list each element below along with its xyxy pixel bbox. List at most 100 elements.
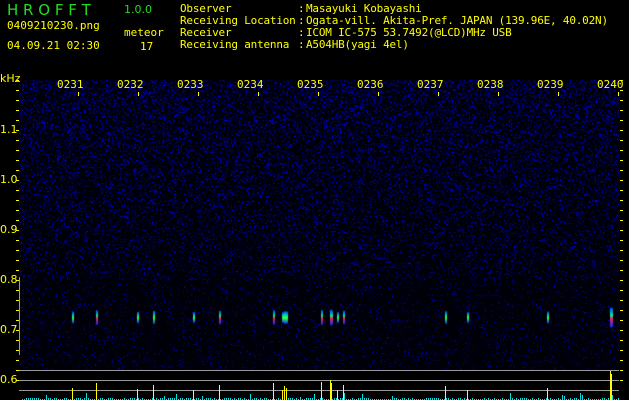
baseline-bar	[170, 398, 171, 400]
y-tick-label: 0.7	[0, 323, 18, 336]
baseline-bar	[278, 398, 279, 400]
baseline-bar	[464, 398, 465, 400]
baseline-bar	[292, 398, 293, 400]
y-tick-right	[620, 340, 623, 341]
baseline-bar	[502, 398, 503, 400]
spectrogram	[19, 80, 619, 370]
baseline-bar	[80, 398, 81, 400]
x-tick	[618, 92, 619, 96]
baseline-bar	[130, 398, 131, 400]
x-tick	[558, 92, 559, 96]
y-tick-right	[620, 380, 623, 381]
y-tick-right	[620, 210, 623, 211]
baseline-bar	[392, 396, 393, 400]
baseline-bar	[26, 398, 27, 400]
y-tick	[16, 280, 19, 281]
x-tick-label: 0231	[57, 78, 84, 91]
x-tick	[318, 92, 319, 96]
baseline-bar	[54, 398, 55, 400]
y-tick	[16, 310, 19, 311]
y-tick-label: 1.1	[0, 123, 18, 136]
baseline-bar	[448, 398, 449, 400]
baseline-bar	[334, 398, 335, 400]
baseline-bar	[358, 398, 359, 400]
y-tick-right	[620, 270, 623, 271]
x-tick-label: 0240	[597, 78, 624, 91]
y-tick-right	[620, 100, 623, 101]
baseline-bar	[254, 398, 255, 400]
baseline-bar	[78, 398, 79, 400]
y-tick-right	[620, 330, 623, 331]
baseline-bar	[266, 398, 267, 400]
y-tick-right	[620, 370, 623, 371]
y-tick-right	[620, 300, 623, 301]
baseline-bar	[336, 398, 337, 400]
baseline-bar	[214, 398, 215, 400]
station-info: Observer: Masayuki Kobayashi Receiving Loc…	[180, 2, 608, 51]
y-tick	[16, 200, 19, 201]
info-key: Receiving Location	[180, 14, 296, 27]
baseline-bar	[174, 398, 175, 400]
baseline-bar	[198, 398, 199, 400]
y-tick	[16, 330, 19, 331]
baseline-bar	[190, 398, 191, 400]
app-title: H R O F F T	[7, 1, 91, 19]
y-tick	[16, 210, 19, 211]
baseline-bar	[102, 398, 103, 400]
y-tick	[16, 300, 19, 301]
info-value: A504HB(yagi 4el)	[306, 38, 409, 51]
y-tick-right	[620, 140, 623, 141]
baseline-bar	[512, 398, 513, 400]
baseline-bar	[290, 398, 291, 400]
baseline-bar	[396, 398, 397, 400]
baseline-bar	[256, 398, 257, 400]
echo-level-bar	[610, 371, 611, 400]
echo-level-bar	[611, 374, 612, 400]
baseline-bar	[314, 394, 315, 400]
baseline-bar	[320, 398, 321, 400]
baseline-bar	[340, 398, 341, 400]
baseline-bar	[32, 398, 33, 400]
y-tick	[16, 120, 19, 121]
x-tick	[138, 92, 139, 96]
y-tick-right	[620, 280, 623, 281]
y-tick-right	[620, 190, 623, 191]
baseline-bar	[112, 398, 113, 400]
baseline-bar	[196, 398, 197, 400]
baseline-bar	[36, 398, 37, 400]
x-tick-label: 0234	[237, 78, 264, 91]
baseline-bar	[142, 398, 143, 400]
baseline-bar	[206, 398, 207, 400]
baseline-bar	[434, 398, 435, 400]
baseline-bar	[404, 398, 405, 400]
y-tick-right	[620, 220, 623, 221]
baseline-bar	[300, 397, 301, 400]
baseline-bar	[344, 393, 345, 400]
baseline-bar	[604, 398, 605, 400]
info-key: Receiver	[180, 26, 232, 39]
y-tick	[16, 320, 19, 321]
baseline-bar	[234, 398, 235, 400]
info-value: ICOM IC-575 53.7492(@LCD)MHz USB	[306, 26, 512, 39]
x-tick-label: 0237	[417, 78, 444, 91]
datetime: 04.09.21 02:30	[7, 39, 100, 52]
axis-line	[19, 277, 20, 355]
info-value: Ogata-vill. Akita-Pref. JAPAN (139.96E, …	[306, 14, 608, 27]
baseline-bar	[84, 398, 85, 400]
baseline-bar	[452, 398, 453, 400]
baseline-bar	[432, 398, 433, 400]
baseline-bar	[608, 398, 609, 400]
baseline-bar	[124, 398, 125, 400]
y-tick-right	[620, 180, 623, 181]
y-tick-right	[620, 150, 623, 151]
y-tick-right	[620, 290, 623, 291]
y-tick	[16, 90, 19, 91]
y-tick-label: 0.9	[0, 223, 18, 236]
y-tick	[16, 150, 19, 151]
threshold-line	[19, 370, 619, 371]
meteor-label: meteor	[124, 26, 164, 39]
x-tick	[498, 92, 499, 96]
y-tick-right	[620, 90, 623, 91]
y-tick-right	[620, 240, 623, 241]
y-tick	[16, 170, 19, 171]
